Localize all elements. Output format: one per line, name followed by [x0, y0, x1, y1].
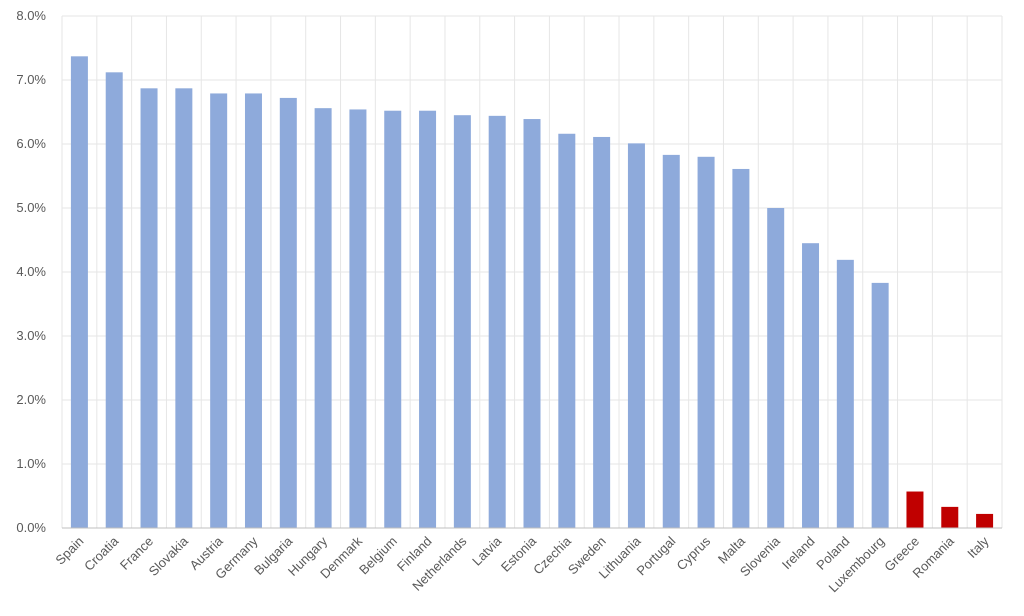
y-tick-label: 4.0%: [16, 264, 46, 279]
y-axis-ticks: 0.0% 1.0% 2.0% 3.0% 4.0% 5.0% 6.0% 7.0% 8.0%: [16, 8, 46, 535]
bar-slovenia: [767, 208, 785, 528]
bar-lithuania: [627, 143, 645, 529]
bar-romania: [941, 506, 959, 528]
x-tick-label: Slovenia: [737, 533, 783, 579]
bar-denmark: [349, 109, 367, 528]
bar-sweden: [593, 136, 611, 528]
bar-malta: [732, 168, 750, 528]
bar-latvia: [488, 115, 506, 528]
bar-netherlands: [453, 115, 471, 528]
x-axis-categories: SpainCroatiaFranceSlovakiaAustriaGermany…: [52, 533, 992, 595]
y-tick-label: 7.0%: [16, 72, 46, 87]
x-tick-label: Italy: [964, 533, 992, 561]
bar-finland: [419, 110, 437, 528]
bars: [70, 56, 994, 529]
bar-france: [140, 88, 158, 528]
bar-germany: [244, 93, 262, 528]
y-tick-label: 5.0%: [16, 200, 46, 215]
x-tick-label: Ireland: [779, 534, 818, 573]
bar-spain: [70, 56, 88, 528]
bar-cyprus: [697, 156, 715, 529]
x-tick-label: Croatia: [81, 533, 122, 574]
bar-ireland: [802, 243, 820, 528]
bar-hungary: [314, 108, 332, 528]
y-tick-label: 3.0%: [16, 328, 46, 343]
bar-croatia: [105, 72, 123, 528]
y-tick-label: 6.0%: [16, 136, 46, 151]
bar-luxembourg: [871, 282, 889, 528]
y-tick-label: 0.0%: [16, 520, 46, 535]
y-tick-label: 2.0%: [16, 392, 46, 407]
x-tick-label: Portugal: [634, 533, 679, 578]
x-tick-label: Slovakia: [146, 533, 192, 579]
y-tick-label: 8.0%: [16, 8, 46, 23]
bar-portugal: [662, 154, 680, 528]
y-tick-label: 1.0%: [16, 456, 46, 471]
bar-italy: [976, 513, 994, 528]
bar-czechia: [558, 133, 576, 528]
bar-bulgaria: [279, 97, 297, 529]
bar-poland: [836, 259, 854, 528]
bar-slovakia: [175, 88, 193, 528]
bar-greece: [906, 491, 924, 528]
x-tick-label: Cyprus: [673, 533, 713, 573]
bar-belgium: [384, 110, 402, 528]
x-tick-label: Belgium: [356, 534, 400, 578]
bar-austria: [210, 93, 228, 528]
bar-estonia: [523, 119, 541, 528]
